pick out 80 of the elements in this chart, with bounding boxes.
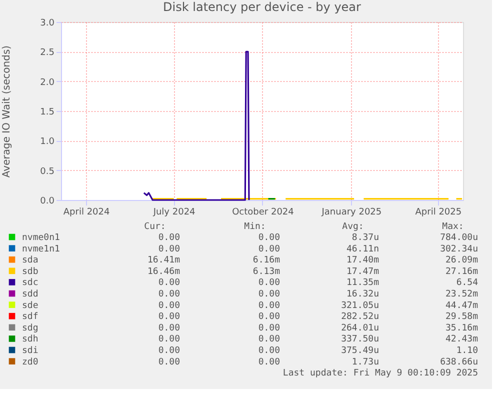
text: Max:: [442, 222, 464, 232]
text: 282.52u: [341, 312, 379, 322]
text: 29.58m: [445, 312, 478, 322]
text: 0.00: [258, 300, 280, 311]
text: 16.32u: [346, 290, 379, 300]
text: 0.00: [258, 290, 280, 300]
text: 44.47m: [445, 300, 478, 311]
text: 0.00: [158, 346, 180, 356]
text: 6.13m: [252, 266, 280, 277]
text: 16.41m: [147, 256, 180, 266]
legend-label: sdc: [22, 278, 38, 288]
text: 0.00: [258, 312, 280, 322]
y-tick-label: 1.5: [40, 108, 54, 118]
text: 0.00: [258, 334, 280, 345]
text: Last update: Fri May 9 00:10:09 2025: [282, 368, 478, 379]
text: 302.34u: [440, 244, 478, 254]
text: 11.35m: [346, 278, 379, 288]
x-tick-label: January 2025: [320, 208, 382, 218]
legend-label: zd0: [22, 357, 38, 368]
text: 6.16m: [252, 256, 280, 266]
text: Min:: [244, 222, 266, 232]
y-tick-label: 1.0: [40, 137, 55, 148]
text: 17.47m: [346, 266, 379, 277]
y-tick-label: 0.5: [40, 166, 54, 177]
text: 0.00: [258, 323, 280, 334]
text: Avg:: [342, 222, 364, 232]
text: 0.00: [158, 278, 180, 288]
text: 0.00: [258, 346, 280, 356]
text: 42.43m: [445, 334, 478, 345]
text: 0.00: [158, 312, 180, 322]
y-tick-label: 3.0: [40, 18, 55, 28]
text: 0.00: [158, 357, 180, 368]
y-axis-title: Average IO Wait (seconds): [2, 45, 12, 178]
text: 0.00: [158, 300, 180, 311]
text: 1.10: [456, 346, 478, 356]
text: 26.09m: [445, 256, 478, 266]
text: 0.00: [158, 244, 180, 254]
text: 17.40m: [346, 256, 379, 266]
legend-label: sdb: [22, 266, 38, 277]
chart-title: Disk latency per device - by year: [163, 0, 362, 14]
text: 35.16m: [445, 323, 478, 334]
text: 0.00: [158, 290, 180, 300]
text: 337.50u: [341, 334, 379, 345]
legend-label: nvme1n1: [22, 244, 60, 254]
text: 784.00u: [440, 233, 478, 243]
text: 638.66u: [440, 357, 478, 368]
legend-label: sdg: [22, 323, 38, 334]
text: 27.16m: [445, 266, 478, 277]
y-tick-label: 2.5: [40, 48, 54, 58]
text: 23.52m: [445, 290, 478, 300]
x-tick-label: July 2024: [152, 208, 196, 218]
text: 264.01u: [341, 323, 379, 334]
text: 0.00: [258, 357, 280, 368]
legend-label: sdh: [22, 334, 38, 345]
x-tick-label: April 2025: [415, 208, 462, 218]
text: 6.54: [456, 278, 478, 288]
text: 0.00: [158, 323, 180, 334]
x-tick-label: April 2024: [63, 208, 110, 218]
text: 0.00: [258, 278, 280, 288]
legend-label: sdi: [22, 346, 38, 356]
text: 8.37u: [352, 233, 379, 243]
text: 0.00: [158, 233, 180, 243]
text: 321.05u: [341, 300, 379, 311]
text: 375.49u: [341, 346, 379, 356]
legend-label: sdf: [22, 312, 38, 322]
legend-label: sde: [22, 300, 38, 311]
text: 0.00: [158, 334, 180, 345]
text: Cur:: [144, 222, 166, 232]
text: 1.73u: [352, 357, 379, 368]
legend-label: nvme0n1: [22, 233, 60, 243]
line-series: [143, 50, 250, 201]
text: 0.00: [258, 244, 280, 254]
x-tick-label: October 2024: [232, 208, 294, 218]
text: 46.11n: [346, 244, 379, 254]
legend-label: sdd: [22, 290, 38, 300]
y-tick-label: 2.0: [40, 78, 55, 88]
text: 0.00: [258, 233, 280, 243]
text: 16.46m: [147, 266, 180, 277]
legend-label: sda: [22, 256, 38, 266]
y-tick-label: 0.0: [40, 196, 55, 206]
